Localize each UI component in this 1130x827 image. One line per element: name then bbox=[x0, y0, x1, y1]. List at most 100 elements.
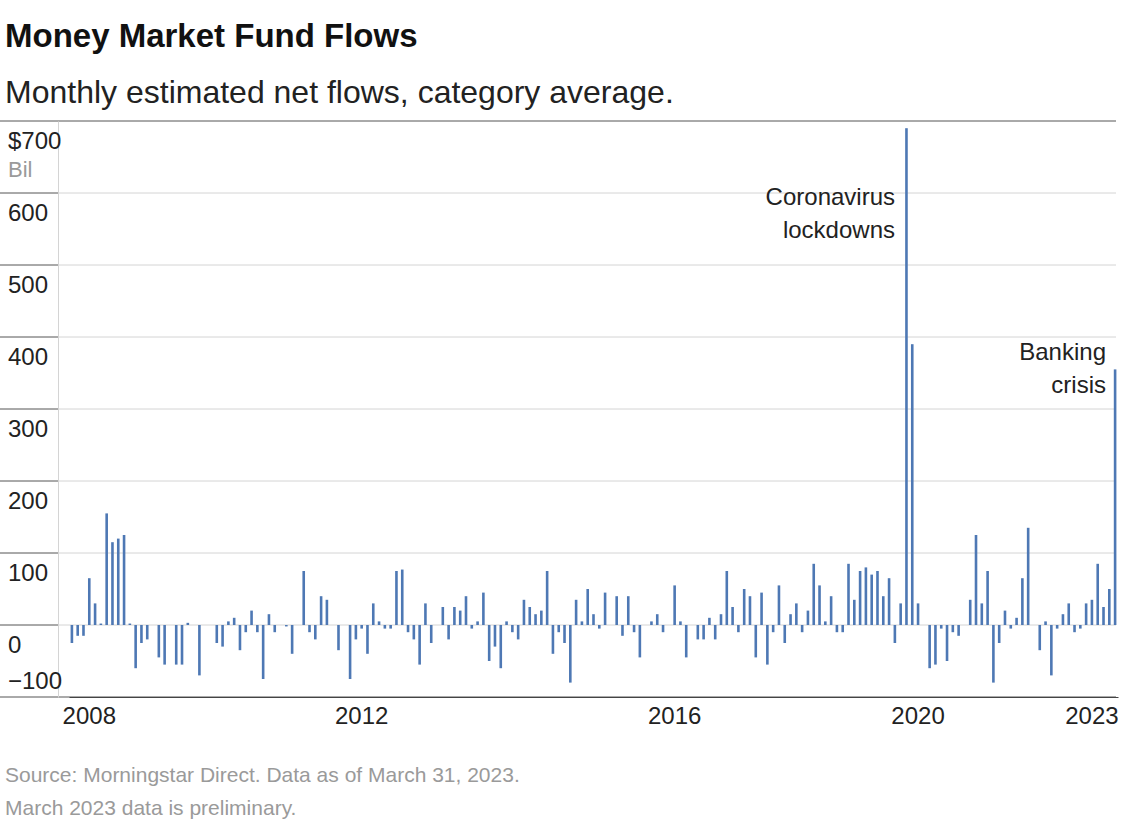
bar bbox=[818, 585, 821, 625]
bar bbox=[215, 625, 218, 643]
bar bbox=[975, 535, 978, 625]
bar bbox=[413, 625, 416, 639]
bar bbox=[923, 625, 926, 626]
tick-mark bbox=[0, 697, 58, 698]
bar bbox=[981, 603, 984, 625]
bar bbox=[273, 625, 276, 632]
bar bbox=[841, 625, 844, 632]
bar bbox=[604, 593, 607, 625]
bar bbox=[1067, 603, 1070, 625]
bar bbox=[424, 603, 427, 625]
bar bbox=[592, 614, 595, 625]
bar bbox=[540, 611, 543, 625]
bar bbox=[569, 625, 572, 683]
bar bbox=[482, 593, 485, 625]
bar bbox=[221, 625, 224, 647]
bar bbox=[992, 625, 995, 683]
bar bbox=[175, 625, 178, 665]
subtitle: Monthly estimated net flows, category av… bbox=[5, 74, 674, 110]
bar bbox=[1108, 589, 1111, 625]
bar bbox=[308, 625, 311, 632]
y-tick-label: 200 bbox=[8, 487, 48, 514]
bar bbox=[1079, 625, 1082, 629]
tick-mark bbox=[0, 121, 58, 122]
tick-mark bbox=[0, 553, 58, 554]
y-tick-label: 100 bbox=[8, 559, 48, 586]
bar bbox=[395, 571, 398, 625]
grid-line bbox=[58, 121, 1116, 122]
bar bbox=[163, 625, 166, 665]
bar bbox=[442, 607, 445, 625]
annotation: Banking bbox=[1019, 338, 1106, 365]
bar bbox=[644, 625, 647, 626]
bar bbox=[192, 625, 195, 626]
bar bbox=[326, 600, 329, 625]
bar bbox=[743, 589, 746, 625]
bar bbox=[697, 625, 700, 639]
bar bbox=[447, 625, 450, 639]
bar bbox=[586, 589, 589, 625]
bar bbox=[262, 625, 265, 679]
bar bbox=[1085, 603, 1088, 625]
bar bbox=[146, 625, 149, 639]
bar bbox=[969, 600, 972, 625]
bar bbox=[476, 621, 479, 625]
bar bbox=[111, 542, 114, 625]
bar bbox=[621, 625, 624, 636]
bar bbox=[668, 625, 671, 626]
note: March 2023 data is preliminary. bbox=[5, 796, 296, 819]
bar bbox=[1062, 614, 1065, 625]
bar bbox=[853, 600, 856, 625]
x-tick: 2020 bbox=[891, 697, 944, 729]
bar bbox=[934, 625, 937, 665]
bar bbox=[986, 571, 989, 625]
y-tick: 600 bbox=[8, 194, 58, 227]
bar bbox=[749, 596, 752, 625]
bar bbox=[285, 625, 288, 626]
bar bbox=[331, 625, 334, 626]
bar bbox=[129, 624, 132, 625]
bar bbox=[581, 621, 584, 625]
bar bbox=[1091, 600, 1094, 625]
bar bbox=[575, 600, 578, 625]
bar bbox=[314, 625, 317, 639]
bar bbox=[957, 625, 960, 636]
bar bbox=[459, 611, 462, 625]
x-tick: 2012 bbox=[335, 697, 388, 729]
bar bbox=[876, 571, 879, 625]
bar bbox=[302, 571, 305, 625]
bar bbox=[1027, 528, 1030, 625]
bar bbox=[702, 625, 705, 639]
bar bbox=[615, 596, 618, 625]
bar bbox=[250, 611, 253, 625]
bar bbox=[679, 621, 682, 625]
bar bbox=[401, 570, 404, 625]
bar bbox=[673, 585, 676, 625]
bar bbox=[783, 625, 786, 643]
bar bbox=[1033, 625, 1036, 626]
bar bbox=[737, 625, 740, 632]
grid-line bbox=[58, 553, 1116, 554]
bar bbox=[517, 625, 520, 639]
bar bbox=[1056, 625, 1059, 629]
bar bbox=[204, 625, 207, 626]
grid-line bbox=[58, 481, 1116, 482]
bar bbox=[1073, 625, 1076, 632]
bar bbox=[117, 539, 120, 625]
x-tick: 2008 bbox=[63, 697, 116, 729]
y-tick-label: −100 bbox=[8, 667, 62, 694]
bar bbox=[337, 625, 340, 650]
bar bbox=[911, 344, 914, 625]
bar bbox=[563, 625, 566, 643]
y-tick-label: $700 bbox=[8, 127, 61, 154]
bar bbox=[465, 596, 468, 625]
bar bbox=[355, 625, 358, 639]
bar bbox=[952, 625, 955, 632]
y-tick-label: 600 bbox=[8, 199, 48, 226]
bar bbox=[865, 567, 868, 625]
y-tick: 400 bbox=[8, 338, 58, 371]
bar bbox=[789, 614, 792, 625]
bar bbox=[244, 625, 247, 632]
bar bbox=[830, 596, 833, 625]
bar bbox=[71, 625, 74, 643]
